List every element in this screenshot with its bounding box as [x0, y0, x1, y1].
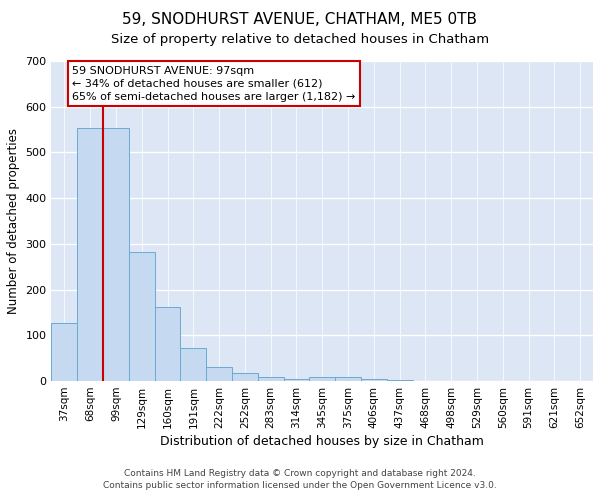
X-axis label: Distribution of detached houses by size in Chatham: Distribution of detached houses by size … [160, 435, 484, 448]
Bar [103, 128, 129, 381]
Bar [206, 368, 232, 381]
Bar [284, 379, 310, 381]
Text: Contains public sector information licensed under the Open Government Licence v3: Contains public sector information licen… [103, 481, 497, 490]
Bar [232, 373, 258, 381]
Y-axis label: Number of detached properties: Number of detached properties [7, 128, 20, 314]
Bar [77, 128, 103, 381]
Text: Size of property relative to detached houses in Chatham: Size of property relative to detached ho… [111, 32, 489, 46]
Bar [387, 380, 413, 381]
Bar [335, 376, 361, 381]
Bar [155, 306, 181, 381]
Bar [361, 379, 387, 381]
Bar [52, 322, 77, 381]
Bar [258, 376, 284, 381]
Text: 59 SNODHURST AVENUE: 97sqm
← 34% of detached houses are smaller (612)
65% of sem: 59 SNODHURST AVENUE: 97sqm ← 34% of deta… [72, 66, 355, 102]
Bar [310, 376, 335, 381]
Bar [181, 348, 206, 381]
Text: Contains HM Land Registry data © Crown copyright and database right 2024.: Contains HM Land Registry data © Crown c… [124, 468, 476, 477]
Text: 59, SNODHURST AVENUE, CHATHAM, ME5 0TB: 59, SNODHURST AVENUE, CHATHAM, ME5 0TB [122, 12, 478, 28]
Bar [129, 252, 155, 381]
